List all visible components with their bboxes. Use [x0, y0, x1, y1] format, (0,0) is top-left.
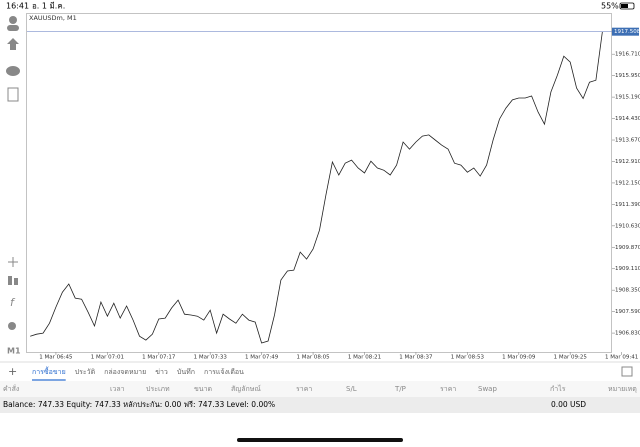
- y-tick-label: 1913.670: [615, 138, 640, 144]
- plot-frame: [26, 13, 612, 353]
- tab[interactable]: การซื้อขาย: [32, 365, 66, 376]
- y-tick-label: 1909.110: [615, 266, 640, 272]
- tab[interactable]: ประวัติ: [75, 368, 96, 376]
- x-tick-label: 1 Mar 07:17: [142, 355, 176, 361]
- y-tick-label: 1911.390: [615, 202, 640, 208]
- column-header: กำไร: [550, 384, 566, 393]
- x-tick-label: 1 Mar 06:45: [39, 355, 73, 361]
- status-time: 16:41: [6, 2, 29, 11]
- x-tick-label: 1 Mar 09:25: [554, 355, 588, 361]
- status-date: อ. 1 มี.ค.: [32, 2, 65, 11]
- profit: 0.00: [551, 400, 568, 409]
- y-tick-label: 1909.870: [615, 245, 640, 251]
- timeframe[interactable]: M1: [7, 347, 21, 356]
- candle-icon[interactable]: [8, 276, 12, 285]
- y-tick-label: 1912.150: [615, 180, 640, 186]
- x-tick-label: 1 Mar 08:37: [399, 355, 433, 361]
- column-header: T/P: [394, 385, 406, 393]
- account-icon[interactable]: [9, 16, 17, 24]
- chart-title: XAUUSDm, M1: [29, 14, 77, 22]
- column-header: ขนาด: [194, 385, 212, 393]
- x-tick-label: 1 Mar 07:01: [91, 355, 124, 361]
- column-header: เวลา: [110, 385, 125, 393]
- account-icon-body[interactable]: [7, 25, 19, 31]
- new-icon[interactable]: [7, 87, 19, 102]
- tab[interactable]: การแจ้งเตือน: [204, 368, 244, 376]
- price-line: [30, 31, 603, 344]
- tab[interactable]: ข่าว: [155, 368, 168, 376]
- x-tick-label: 1 Mar 08:53: [451, 355, 485, 361]
- y-tick-label: 1915.950: [615, 73, 640, 79]
- y-tick-label: 1907.590: [615, 309, 640, 315]
- column-header: ราคา: [440, 385, 456, 393]
- x-tick-label: 1 Mar 09:41: [605, 355, 638, 361]
- crosshair-icon[interactable]: [8, 257, 18, 267]
- status-battery: 55%: [601, 2, 619, 11]
- toolbar: f: [6, 16, 20, 330]
- y-tick-label: 1912.910: [615, 159, 640, 165]
- candle-icon-2[interactable]: [14, 278, 18, 285]
- panel-icon[interactable]: [621, 366, 633, 377]
- add-button[interactable]: +: [8, 365, 17, 378]
- trade-icon[interactable]: [7, 38, 19, 50]
- x-tick-label: 1 Mar 08:05: [296, 355, 330, 361]
- y-tick-label: 1915.190: [615, 95, 640, 101]
- x-tick-label: 1 Mar 09:09: [502, 355, 536, 361]
- battery-icon: [619, 2, 635, 10]
- header-row: [0, 381, 640, 397]
- y-tick-label: 1908.350: [615, 288, 640, 294]
- x-tick-label: 1 Mar 07:49: [245, 355, 279, 361]
- column-header: Swap: [478, 385, 497, 393]
- column-header: คำสั่ง: [3, 384, 19, 393]
- balance-row: [0, 397, 640, 413]
- y-tick-label: 1906.830: [615, 331, 640, 337]
- column-header: หมายเหตุ: [608, 385, 637, 393]
- last-price-box: [612, 27, 639, 36]
- x-tick-label: 1 Mar 08:21: [348, 355, 381, 361]
- last-price-label: 1917.508: [614, 29, 640, 35]
- y-tick-label: 1914.430: [615, 116, 640, 122]
- column-header: ประเภท: [146, 385, 170, 393]
- currency: USD: [570, 400, 586, 409]
- indicator-icon[interactable]: f: [10, 296, 16, 309]
- tab[interactable]: กล่องจดหมาย: [104, 368, 146, 376]
- column-header: S/L: [346, 385, 357, 393]
- objects-icon[interactable]: [8, 322, 16, 330]
- tab[interactable]: บันทึก: [177, 367, 195, 376]
- battery-level: [621, 4, 628, 8]
- column-header: สัญลักษณ์: [231, 385, 261, 393]
- y-tick-label: 1910.630: [615, 223, 640, 229]
- column-header: ราคา: [296, 385, 312, 393]
- y-tick-label: 1916.710: [615, 52, 640, 58]
- balance-summary: Balance: 747.33 Equity: 747.33 หลักประกั…: [3, 400, 275, 409]
- chat-icon[interactable]: [6, 66, 20, 76]
- home-indicator: [237, 438, 403, 442]
- x-tick-label: 1 Mar 07:33: [194, 355, 228, 361]
